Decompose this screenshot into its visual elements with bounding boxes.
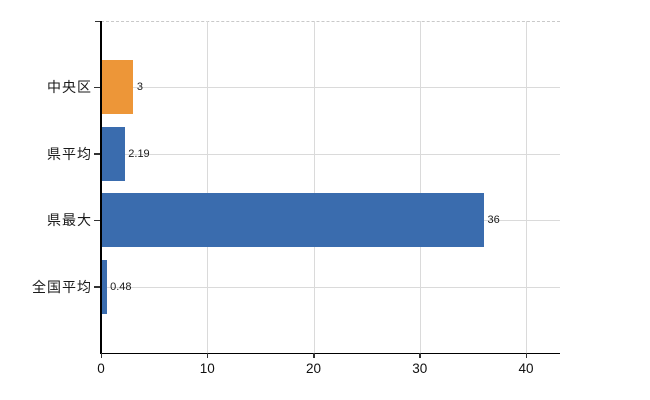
- x-gridline: [313, 21, 315, 353]
- bar-value-label: 36: [487, 214, 500, 227]
- y-axis-line: [100, 21, 102, 353]
- x-axis-tick: [313, 353, 315, 358]
- x-axis-tick: [206, 353, 209, 358]
- y-axis-tick: [94, 219, 100, 222]
- x-axis-tick: [419, 353, 421, 358]
- x-tick-label: 10: [199, 361, 215, 376]
- bar: [101, 193, 484, 248]
- category-label: 県平均: [47, 145, 92, 162]
- y-axis-outer-tick: [95, 20, 101, 22]
- x-axis-tick: [100, 353, 102, 358]
- y-axis-tick: [94, 153, 100, 155]
- plot-top-border: [101, 20, 560, 22]
- bar: [101, 60, 134, 115]
- y-axis-tick: [94, 86, 100, 89]
- x-axis-tick: [525, 353, 527, 358]
- x-tick-label: 30: [412, 361, 428, 376]
- bar: [101, 126, 125, 181]
- y-gridline: [101, 153, 560, 155]
- x-tick-label: 20: [305, 361, 322, 376]
- x-axis-line: [100, 352, 560, 354]
- x-tick-label: 40: [518, 361, 534, 376]
- x-gridline: [526, 21, 527, 353]
- x-tick-label: 0: [97, 361, 105, 376]
- y-axis-tick: [94, 286, 100, 288]
- category-label: 県最大: [47, 212, 92, 229]
- bar: [101, 259, 107, 314]
- x-gridline: [419, 21, 421, 353]
- y-gridline: [101, 87, 560, 89]
- bar-value-label: 3: [136, 81, 143, 94]
- bar-value-label: 2.19: [128, 147, 150, 160]
- y-gridline: [101, 286, 560, 288]
- category-label: 全国平均: [32, 278, 92, 295]
- category-label: 中央区: [47, 79, 92, 96]
- bar-value-label: 0.48: [110, 280, 132, 293]
- x-gridline: [207, 21, 209, 353]
